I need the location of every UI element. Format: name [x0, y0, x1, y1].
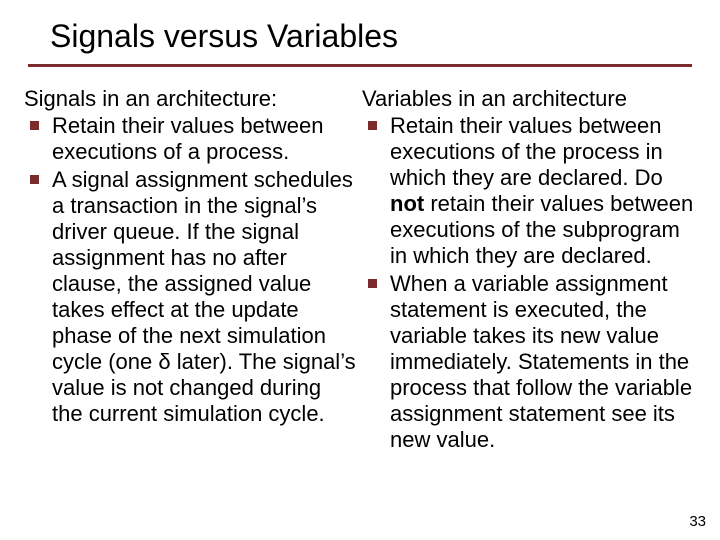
page-number: 33 — [689, 513, 706, 530]
left-heading: Signals in an architecture: — [24, 86, 356, 111]
right-bullet-1: Retain their values between executions o… — [362, 113, 694, 269]
left-bullet-2: A signal assignment schedules a transact… — [24, 167, 356, 427]
content-columns: Signals in an architecture: Retain their… — [24, 86, 700, 455]
right-bullet-1-post: retain their values between executions o… — [390, 191, 693, 268]
right-bullet-list: Retain their values between executions o… — [362, 113, 694, 452]
slide: Signals versus Variables Signals in an a… — [0, 0, 720, 540]
right-bullet-1-bold: not — [390, 191, 424, 216]
right-bullet-2: When a variable assignment statement is … — [362, 271, 694, 453]
title-underline — [28, 64, 692, 67]
right-column: Variables in an architecture Retain thei… — [362, 86, 700, 455]
left-column: Signals in an architecture: Retain their… — [24, 86, 362, 455]
left-bullet-list: Retain their values between executions o… — [24, 113, 356, 426]
right-heading: Variables in an architecture — [362, 86, 694, 111]
left-bullet-1: Retain their values between executions o… — [24, 113, 356, 165]
slide-title: Signals versus Variables — [50, 18, 398, 55]
right-bullet-1-pre: Retain their values between executions o… — [390, 113, 663, 190]
